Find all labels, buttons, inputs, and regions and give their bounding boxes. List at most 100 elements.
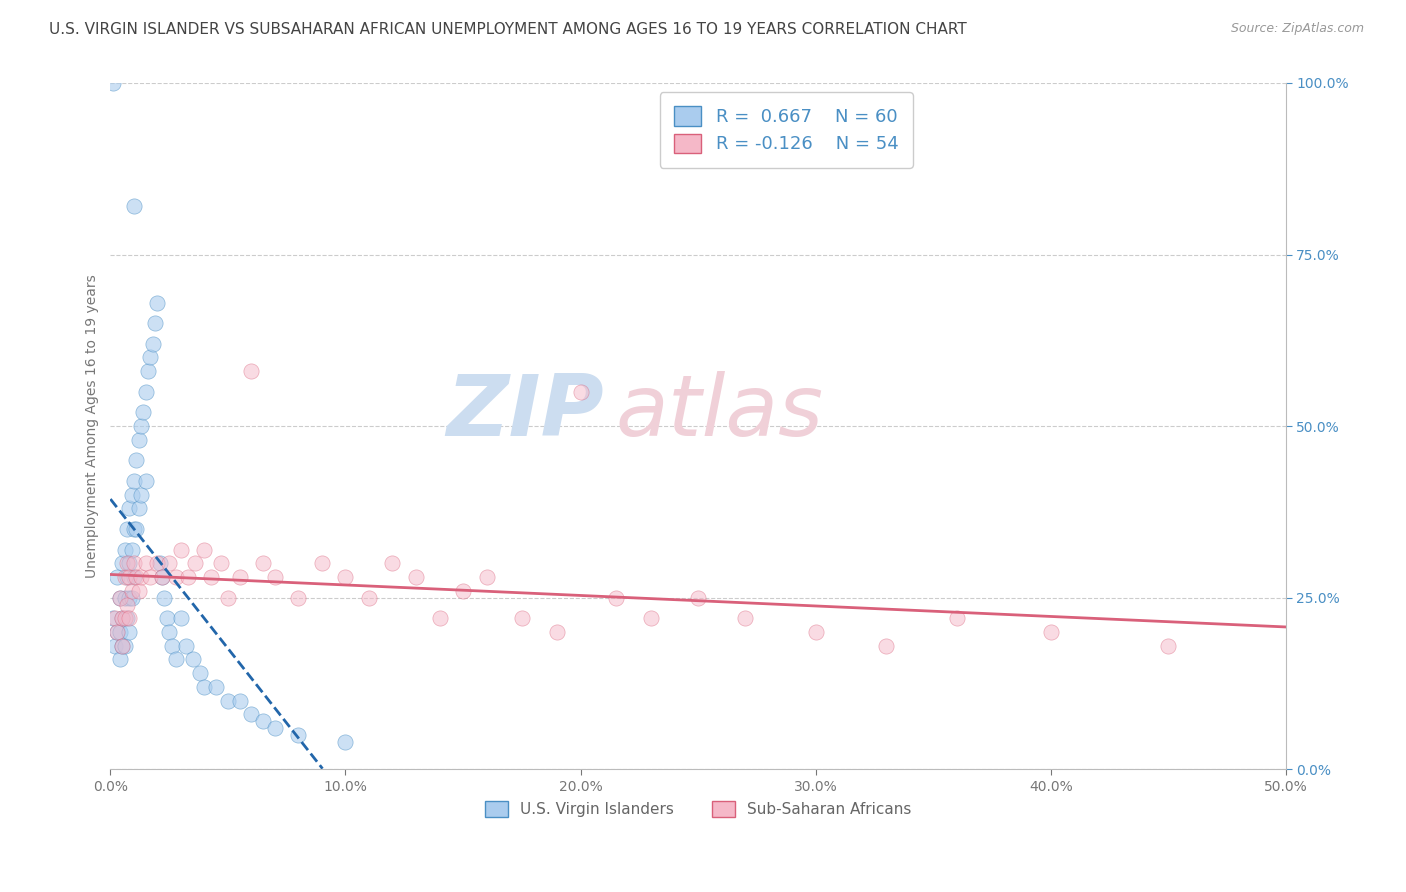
Point xyxy=(122,474,145,488)
Point xyxy=(125,570,148,584)
Point xyxy=(114,611,136,625)
Point xyxy=(128,433,150,447)
Point xyxy=(107,570,129,584)
Text: U.S. VIRGIN ISLANDER VS SUBSAHARAN AFRICAN UNEMPLOYMENT AMONG AGES 16 TO 19 YEAR: U.S. VIRGIN ISLANDER VS SUBSAHARAN AFRIC… xyxy=(49,22,967,37)
Point xyxy=(875,639,897,653)
Point xyxy=(510,611,533,625)
Point xyxy=(174,639,197,653)
Point xyxy=(177,570,200,584)
Point xyxy=(125,522,148,536)
Point xyxy=(108,591,131,605)
Point xyxy=(115,557,138,571)
Point xyxy=(804,625,827,640)
Point xyxy=(1039,625,1062,640)
Point xyxy=(142,336,165,351)
Point xyxy=(136,364,159,378)
Point xyxy=(149,557,172,571)
Point xyxy=(121,591,143,605)
Point xyxy=(115,611,138,625)
Point xyxy=(135,557,157,571)
Point xyxy=(217,591,239,605)
Point xyxy=(160,639,183,653)
Point xyxy=(139,570,162,584)
Point xyxy=(605,591,627,605)
Point xyxy=(111,557,134,571)
Point xyxy=(451,583,474,598)
Point xyxy=(157,557,180,571)
Point xyxy=(114,570,136,584)
Point xyxy=(108,591,131,605)
Point xyxy=(101,76,124,90)
Point xyxy=(264,721,287,735)
Point xyxy=(335,570,357,584)
Point xyxy=(108,625,131,640)
Point xyxy=(240,364,263,378)
Point xyxy=(217,694,239,708)
Point xyxy=(170,611,193,625)
Point xyxy=(228,694,250,708)
Point xyxy=(122,522,145,536)
Point xyxy=(188,666,211,681)
Point xyxy=(165,652,187,666)
Text: atlas: atlas xyxy=(616,371,824,454)
Point xyxy=(228,570,250,584)
Point xyxy=(139,351,162,365)
Point xyxy=(118,557,141,571)
Point xyxy=(107,625,129,640)
Point xyxy=(240,707,263,722)
Point xyxy=(104,639,127,653)
Point xyxy=(114,542,136,557)
Point xyxy=(193,542,215,557)
Point xyxy=(101,611,124,625)
Point xyxy=(135,384,157,399)
Point xyxy=(122,199,145,213)
Point xyxy=(121,542,143,557)
Point xyxy=(381,557,404,571)
Point xyxy=(640,611,662,625)
Point xyxy=(264,570,287,584)
Point xyxy=(252,714,274,729)
Point xyxy=(150,570,173,584)
Point xyxy=(209,557,232,571)
Point xyxy=(546,625,568,640)
Point xyxy=(111,611,134,625)
Point xyxy=(335,735,357,749)
Point xyxy=(118,625,141,640)
Point xyxy=(405,570,427,584)
Point xyxy=(111,639,134,653)
Point xyxy=(357,591,380,605)
Legend: U.S. Virgin Islanders, Sub-Saharan Africans: U.S. Virgin Islanders, Sub-Saharan Afric… xyxy=(478,795,918,823)
Point xyxy=(569,384,592,399)
Point xyxy=(184,557,207,571)
Point xyxy=(193,680,215,694)
Point xyxy=(118,591,141,605)
Point xyxy=(945,611,967,625)
Point xyxy=(132,405,155,419)
Point xyxy=(200,570,222,584)
Point xyxy=(311,557,333,571)
Point xyxy=(129,488,152,502)
Point xyxy=(121,583,143,598)
Point xyxy=(688,591,710,605)
Point xyxy=(153,591,176,605)
Point xyxy=(1157,639,1180,653)
Point xyxy=(121,488,143,502)
Point xyxy=(122,557,145,571)
Point xyxy=(108,652,131,666)
Point xyxy=(146,295,169,310)
Text: ZIP: ZIP xyxy=(447,371,605,454)
Point xyxy=(118,611,141,625)
Y-axis label: Unemployment Among Ages 16 to 19 years: Unemployment Among Ages 16 to 19 years xyxy=(86,274,100,578)
Point xyxy=(429,611,451,625)
Text: Source: ZipAtlas.com: Source: ZipAtlas.com xyxy=(1230,22,1364,36)
Point xyxy=(125,453,148,467)
Point xyxy=(135,474,157,488)
Point xyxy=(115,598,138,612)
Point xyxy=(252,557,274,571)
Point xyxy=(115,570,138,584)
Point xyxy=(129,419,152,434)
Point xyxy=(122,570,145,584)
Point xyxy=(205,680,228,694)
Point xyxy=(115,522,138,536)
Point xyxy=(104,611,127,625)
